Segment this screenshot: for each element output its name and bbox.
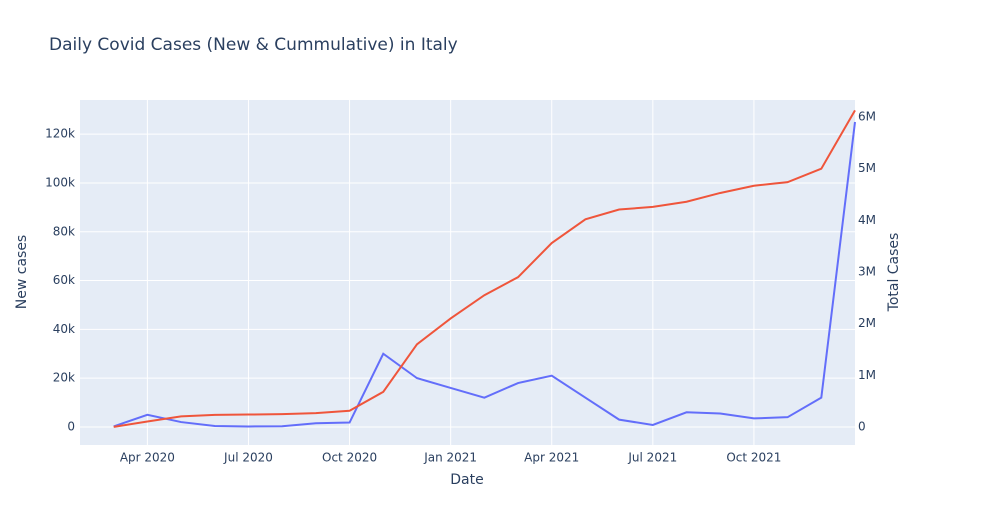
series-line <box>113 121 856 428</box>
y2-tick-label: 6M <box>858 110 876 124</box>
y-tick-label: 100k <box>45 175 75 189</box>
y2-tick-label: 0 <box>858 419 866 433</box>
y2-axis-title: Total Cases <box>886 233 902 313</box>
y-tick-label: 20k <box>53 371 75 385</box>
y2-tick-label: 1M <box>858 368 876 382</box>
x-axis-title: Date <box>450 472 483 488</box>
x-tick-label: Apr 2021 <box>524 451 579 465</box>
y2-tick-label: 5M <box>858 161 876 175</box>
plot-area <box>80 100 855 445</box>
chart-title: Daily Covid Cases (New & Cummulative) in… <box>49 35 458 55</box>
x-tick-label: Apr 2020 <box>120 451 175 465</box>
y-tick-label: 40k <box>53 322 75 336</box>
y2-tick-label: 4M <box>858 213 876 227</box>
y2-tick-label: 2M <box>858 316 876 330</box>
series-line <box>113 109 856 428</box>
y-tick-label: 60k <box>53 273 75 287</box>
y-axis-title: New cases <box>14 235 30 309</box>
y-tick-label: 80k <box>53 224 75 238</box>
x-tick-label: Jan 2021 <box>423 451 477 465</box>
y-tick-label: 120k <box>45 127 75 141</box>
x-tick-label: Jul 2020 <box>223 451 273 465</box>
y-tick-label: 0 <box>67 419 75 433</box>
x-tick-label: Oct 2021 <box>726 451 781 465</box>
y2-tick-label: 3M <box>858 264 876 278</box>
x-tick-label: Oct 2020 <box>322 451 377 465</box>
x-tick-label: Jul 2021 <box>627 451 677 465</box>
